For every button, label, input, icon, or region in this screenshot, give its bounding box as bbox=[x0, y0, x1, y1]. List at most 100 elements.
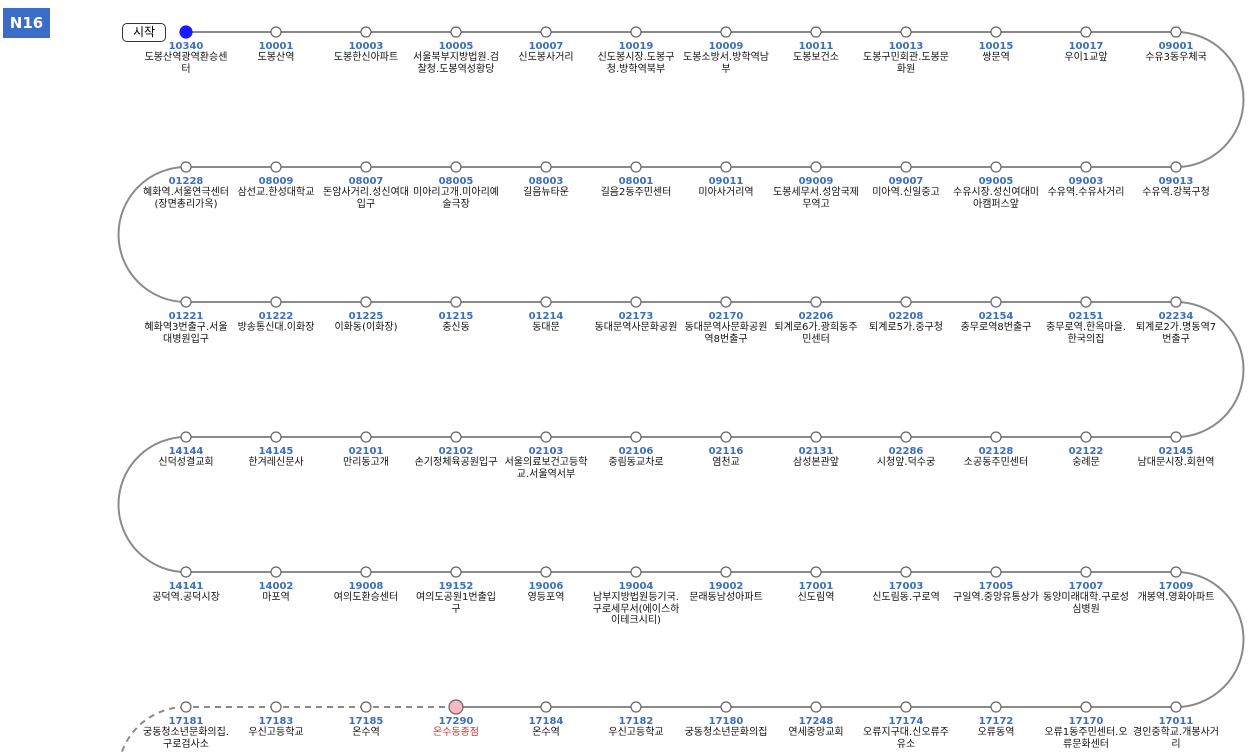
stop-name: 궁동청소년문화의집.구로검사소 bbox=[143, 727, 229, 750]
stop-code: 17011 bbox=[1158, 716, 1194, 727]
stop-name: 한겨레신문사 bbox=[248, 457, 304, 468]
stop-marker bbox=[1080, 26, 1092, 38]
stop-label: 17003 신도림동.구로역 bbox=[862, 581, 950, 604]
stop-code: 01221 bbox=[168, 311, 204, 322]
stop-code: 09005 bbox=[978, 176, 1014, 187]
stop-label: 19002 문래동남성아파트 bbox=[682, 581, 770, 604]
stop-name: 미아리고개.미아리예술극장 bbox=[413, 187, 499, 210]
stop-label: 02154 충무로역8번출구 bbox=[952, 311, 1040, 334]
stop-code: 14145 bbox=[258, 446, 294, 457]
stop-label: 09009 도봉세무서.성암국제무역고 bbox=[772, 176, 860, 210]
stop-name: 미아역.신일중고 bbox=[872, 187, 940, 198]
stop-name: 구일역.중앙유통상가 bbox=[953, 592, 1039, 603]
stop-label: 01215 충신동 bbox=[412, 311, 500, 334]
stop-marker bbox=[360, 296, 372, 308]
stop-name: 문래동남성아파트 bbox=[689, 592, 763, 603]
stop-name: 만리동고개 bbox=[343, 457, 389, 468]
stop-code: 10007 bbox=[528, 41, 564, 52]
route-badge: N16 bbox=[3, 8, 50, 38]
stop-marker bbox=[900, 566, 912, 578]
stop-marker bbox=[180, 296, 192, 308]
stop-name: 도봉구민회관.도봉문화원 bbox=[863, 52, 949, 75]
stop-label: 17183 우신고등학교 bbox=[232, 716, 320, 739]
stop-name: 길음뉴타운 bbox=[523, 187, 569, 198]
stop-name: 도봉산역광역환승센터 bbox=[144, 52, 228, 75]
stop-code: 14141 bbox=[168, 581, 204, 592]
stop-code: 17005 bbox=[978, 581, 1014, 592]
stop-label: 02128 소공동주민센터 bbox=[952, 446, 1040, 469]
stop-label: 02234 퇴계로2가.명동역7번출구 bbox=[1132, 311, 1220, 345]
stop-code: 10015 bbox=[978, 41, 1014, 52]
stop-code: 02128 bbox=[978, 446, 1014, 457]
stop-code: 01228 bbox=[168, 176, 204, 187]
stop-marker bbox=[540, 431, 552, 443]
stop-marker bbox=[450, 161, 462, 173]
stop-code: 02122 bbox=[1068, 446, 1104, 457]
stop-code: 17180 bbox=[708, 716, 744, 727]
stop-label: 09003 수유역.수유사거리 bbox=[1042, 176, 1130, 199]
stop-label: 02101 만리동고개 bbox=[322, 446, 410, 469]
stop-marker bbox=[270, 566, 282, 578]
stop-marker bbox=[1080, 161, 1092, 173]
stop-marker bbox=[630, 431, 642, 443]
stop-label: 02106 중림동교차로 bbox=[592, 446, 680, 469]
stop-code: 02154 bbox=[978, 311, 1014, 322]
stop-marker bbox=[900, 161, 912, 173]
stop-name: 퇴계로5가.중구청 bbox=[869, 322, 943, 333]
stop-marker bbox=[990, 431, 1002, 443]
stop-marker bbox=[1170, 161, 1182, 173]
stop-label: 10005 서울북부지방법원.검찰청.도봉역성황당 bbox=[412, 41, 500, 75]
stop-code: 14002 bbox=[258, 581, 294, 592]
stop-marker bbox=[180, 566, 192, 578]
stop-label: 08005 미아리고개.미아리예술극장 bbox=[412, 176, 500, 210]
stop-marker bbox=[180, 431, 192, 443]
stop-label: 09007 미아역.신일중고 bbox=[862, 176, 950, 199]
stop-name: 수유역.강북구청 bbox=[1142, 187, 1210, 198]
stop-name: 오류지구대.신오류주유소 bbox=[863, 727, 949, 750]
stop-marker bbox=[990, 26, 1002, 38]
stop-name: 소공동주민센터 bbox=[963, 457, 1029, 468]
stop-label: 10009 도봉소방서.방학역남부 bbox=[682, 41, 770, 75]
stop-code: 02234 bbox=[1158, 311, 1194, 322]
stop-code: 02101 bbox=[348, 446, 384, 457]
stop-name: 도봉보건소 bbox=[793, 52, 839, 63]
stop-marker bbox=[1080, 701, 1092, 713]
stop-code: 17181 bbox=[168, 716, 204, 727]
stop-marker bbox=[540, 566, 552, 578]
stop-name: 신도림역 bbox=[797, 592, 835, 603]
stop-code: 10003 bbox=[348, 41, 384, 52]
stop-marker bbox=[180, 701, 192, 713]
stop-code: 01215 bbox=[438, 311, 474, 322]
stop-name: 퇴계로2가.명동역7번출구 bbox=[1135, 322, 1217, 345]
stop-marker bbox=[810, 701, 822, 713]
stop-name: 우이1교앞 bbox=[1064, 52, 1108, 63]
stop-name: 손기정체육공원입구 bbox=[414, 457, 498, 468]
stop-marker bbox=[1170, 431, 1182, 443]
stop-name: 혜화역3번출구.서울대병원입구 bbox=[144, 322, 228, 345]
stop-label: 02122 숭례문 bbox=[1042, 446, 1130, 469]
stop-code: 09011 bbox=[708, 176, 744, 187]
stop-marker bbox=[720, 161, 732, 173]
stop-label: 09005 수유시장.성신여대미아캠퍼스앞 bbox=[952, 176, 1040, 210]
stop-label: 10340 도봉산역광역환승센터 bbox=[142, 41, 230, 75]
stop-code: 02206 bbox=[798, 311, 834, 322]
stop-name: 삼성본관앞 bbox=[793, 457, 839, 468]
stop-code: 19008 bbox=[348, 581, 384, 592]
stop-code: 02145 bbox=[1158, 446, 1194, 457]
stop-marker bbox=[360, 26, 372, 38]
stop-code: 17001 bbox=[798, 581, 834, 592]
stop-name: 돈암사거리.성신여대입구 bbox=[323, 187, 409, 210]
stop-marker bbox=[540, 26, 552, 38]
stop-name: 오류1동주민센터.오류문화센터 bbox=[1044, 727, 1128, 750]
stop-marker bbox=[360, 701, 372, 713]
stop-name: 온수동종점 bbox=[433, 727, 479, 738]
stop-marker bbox=[360, 431, 372, 443]
stop-name: 중림동교차로 bbox=[608, 457, 664, 468]
stop-name: 동대문 bbox=[532, 322, 560, 333]
stop-code: 02102 bbox=[438, 446, 474, 457]
stop-code: 08001 bbox=[618, 176, 654, 187]
stop-name: 영등포역 bbox=[527, 592, 565, 603]
stop-code: 19152 bbox=[438, 581, 474, 592]
stop-label: 17174 오류지구대.신오류주유소 bbox=[862, 716, 950, 750]
stop-marker bbox=[630, 296, 642, 308]
